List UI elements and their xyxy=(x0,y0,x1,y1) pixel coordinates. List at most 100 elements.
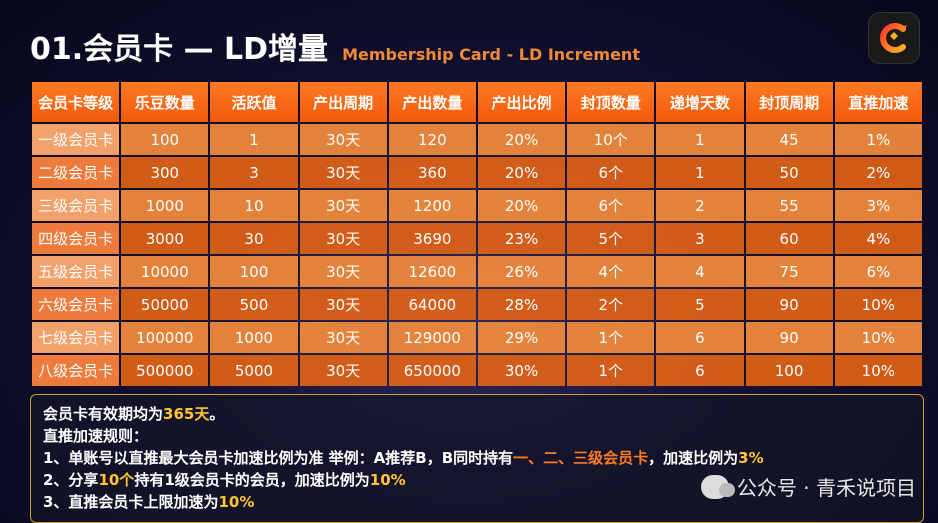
table-cell: 90 xyxy=(745,322,833,353)
column-header: 会员卡等级 xyxy=(32,82,120,122)
row-label-cell: 五级会员卡 xyxy=(32,256,120,287)
table-cell: 100000 xyxy=(121,322,209,353)
table-cell: 500000 xyxy=(121,355,209,386)
row-label-cell: 二级会员卡 xyxy=(32,157,120,188)
table-cell: 1 xyxy=(656,157,744,188)
table-cell: 6 xyxy=(656,322,744,353)
table-cell: 28% xyxy=(477,289,566,320)
table-cell: 4% xyxy=(834,223,922,254)
table-cell: 4个 xyxy=(567,256,655,287)
table-cell: 5个 xyxy=(567,223,655,254)
table-cell: 90 xyxy=(745,289,833,320)
note-text: 2、分享 xyxy=(43,471,99,489)
row-label-cell: 三级会员卡 xyxy=(32,190,120,221)
table-cell: 4 xyxy=(656,256,744,287)
table-cell: 10个 xyxy=(567,124,655,155)
table-body: 一级会员卡 100 1 30天 120 20% 10个 1 45 1% 二级会员卡 300 3 30天 36… xyxy=(32,124,922,386)
table-cell: 23% xyxy=(477,223,566,254)
note-highlight: 一、二、三级会员卡 xyxy=(513,449,649,467)
table-cell: 650000 xyxy=(388,355,476,386)
table-row: 六级会员卡 50000 500 30天 64000 28% 2个 5 90 10% xyxy=(32,289,922,320)
column-header: 产出比例 xyxy=(477,82,566,122)
note-line-3: 1、单账号以直推最大会员卡加速比例为准 举例：A推荐B，B同时持有一、二、三级会… xyxy=(43,447,911,469)
table-cell: 3 xyxy=(656,223,744,254)
column-header: 封顶周期 xyxy=(745,82,833,122)
table-cell: 30天 xyxy=(299,322,387,353)
note-line-2: 直推加速规则： xyxy=(43,425,911,447)
note-text: 。 xyxy=(209,405,225,423)
table-cell: 45 xyxy=(745,124,833,155)
column-header: 封顶数量 xyxy=(567,82,655,122)
note-highlight: 10% xyxy=(218,493,255,511)
table-cell: 3690 xyxy=(388,223,476,254)
table-cell: 129000 xyxy=(388,322,476,353)
table-cell: 6% xyxy=(834,256,922,287)
note-text: 3、直推会员卡上限加速为 xyxy=(43,493,219,511)
table-cell: 30天 xyxy=(299,289,387,320)
table-cell: 1% xyxy=(834,124,922,155)
table-cell: 3% xyxy=(834,190,922,221)
table-cell: 50 xyxy=(745,157,833,188)
table-cell: 360 xyxy=(388,157,476,188)
column-header: 活跃值 xyxy=(210,82,298,122)
table-cell: 50000 xyxy=(121,289,209,320)
row-label-cell: 六级会员卡 xyxy=(32,289,120,320)
column-header: 直推加速 xyxy=(834,82,922,122)
page-subtitle: Membership Card - LD Increment xyxy=(342,45,640,64)
table-cell: 30天 xyxy=(299,190,387,221)
column-header: 递增天数 xyxy=(656,82,744,122)
table-cell: 1000 xyxy=(210,322,298,353)
table-cell: 75 xyxy=(745,256,833,287)
table-row: 五级会员卡 10000 100 30天 12600 26% 4个 4 75 6% xyxy=(32,256,922,287)
table-header-row: 会员卡等级 乐豆数量 活跃值 产出周期 产出数量 产出比例 封顶数量 递增天数 封顶周期 直推加速 xyxy=(32,82,922,122)
row-label-cell: 七级会员卡 xyxy=(32,322,120,353)
table-cell: 1 xyxy=(210,124,298,155)
table-cell: 60 xyxy=(745,223,833,254)
table-cell: 500 xyxy=(210,289,298,320)
table-row: 一级会员卡 100 1 30天 120 20% 10个 1 45 1% xyxy=(32,124,922,155)
table-cell: 30% xyxy=(477,355,566,386)
table-cell: 64000 xyxy=(388,289,476,320)
note-text: ，加速比例为 xyxy=(648,449,739,467)
table-cell: 30天 xyxy=(299,223,387,254)
note-text: 直推加速规则： xyxy=(43,427,149,445)
note-highlight: 10% xyxy=(369,471,406,489)
table-cell: 100 xyxy=(210,256,298,287)
header: 01.会员卡 — LD增量 Membership Card - LD Incre… xyxy=(30,20,640,70)
table-cell: 30 xyxy=(210,223,298,254)
table-cell: 10% xyxy=(834,289,922,320)
table-cell: 1个 xyxy=(567,322,655,353)
watermark: 公众号 · 青禾说项目 xyxy=(700,472,916,501)
column-header: 产出周期 xyxy=(299,82,387,122)
table-cell: 12600 xyxy=(388,256,476,287)
table-cell: 55 xyxy=(745,190,833,221)
table-cell: 120 xyxy=(388,124,476,155)
note-line-5: 3、直推会员卡上限加速为10% xyxy=(43,491,911,513)
table-cell: 100 xyxy=(745,355,833,386)
table-cell: 10000 xyxy=(121,256,209,287)
table-cell: 6个 xyxy=(567,157,655,188)
table-row: 八级会员卡 500000 5000 30天 650000 30% 1个 6 100 10% xyxy=(32,355,922,386)
note-text: 会员卡有效期均为 xyxy=(43,405,164,423)
note-highlight: 365天 xyxy=(163,405,210,423)
table-cell: 30天 xyxy=(299,157,387,188)
note-line-1: 会员卡有效期均为365天。 xyxy=(43,403,911,425)
table-row: 二级会员卡 300 3 30天 360 20% 6个 1 50 2% xyxy=(32,157,922,188)
table-cell: 1200 xyxy=(388,190,476,221)
page-title: 01.会员卡 — LD增量 xyxy=(30,32,329,67)
table-cell: 6 xyxy=(656,355,744,386)
table-cell: 26% xyxy=(477,256,566,287)
table-cell: 5000 xyxy=(210,355,298,386)
note-text: 1、单账号以直推最大会员卡加速比例为准 举例：A推荐B，B同时持有 xyxy=(43,449,514,467)
notes-panel: 会员卡有效期均为365天。 直推加速规则： 1、单账号以直推最大会员卡加速比例为… xyxy=(30,394,924,523)
table-row: 七级会员卡 100000 1000 30天 129000 29% 1个 6 90 10% xyxy=(32,322,922,353)
table-cell: 3000 xyxy=(121,223,209,254)
row-label-cell: 一级会员卡 xyxy=(32,124,120,155)
table-cell: 20% xyxy=(477,157,566,188)
column-header: 乐豆数量 xyxy=(121,82,209,122)
table-cell: 1个 xyxy=(567,355,655,386)
note-highlight: 3% xyxy=(738,449,764,467)
table-cell: 20% xyxy=(477,190,566,221)
table-cell: 1 xyxy=(656,124,744,155)
table-cell: 29% xyxy=(477,322,566,353)
